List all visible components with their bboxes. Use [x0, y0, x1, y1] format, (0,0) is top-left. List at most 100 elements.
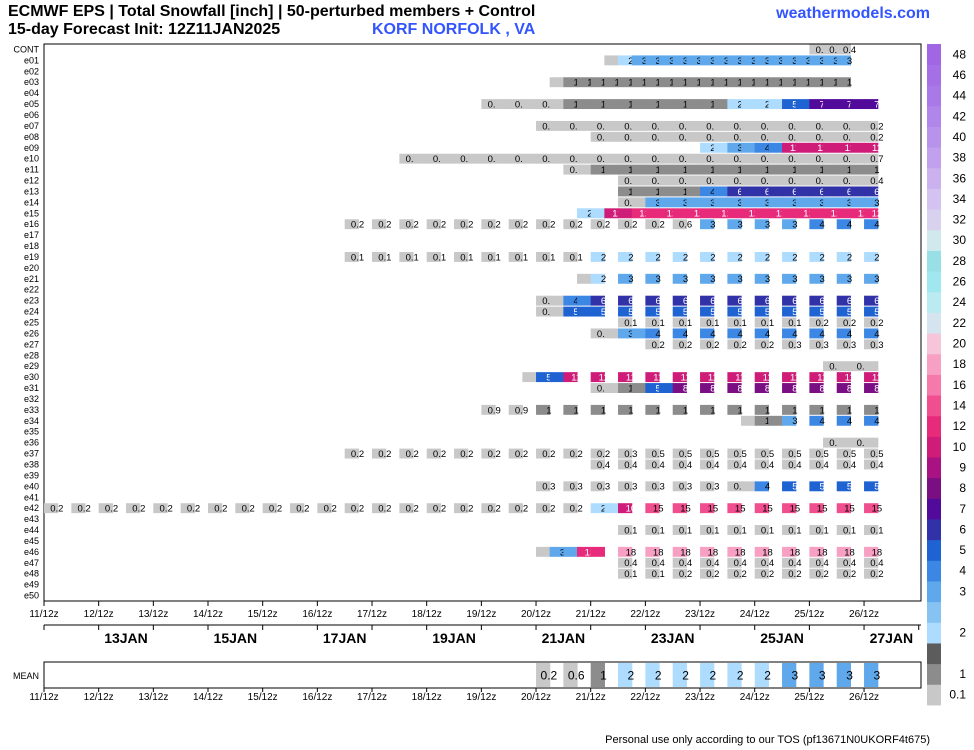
- member-e42-cell: [372, 503, 387, 514]
- date-label: 19JAN: [432, 630, 476, 646]
- member-e05-value-label: 1: [683, 99, 688, 110]
- member-e07-cell: [864, 120, 879, 131]
- member-e31-cell: [645, 383, 660, 393]
- row-label: e11: [25, 165, 39, 175]
- colorbar-label: 0.1: [949, 688, 966, 702]
- member-e24-cell: [577, 306, 592, 317]
- member-e30-cell: [645, 372, 660, 383]
- member-e48-value-label: 0.2: [870, 569, 883, 580]
- colorbar-band: [927, 395, 941, 417]
- member-e19-value-label: 2: [738, 252, 743, 263]
- member-e24-cell: [864, 306, 879, 317]
- time-tick-label: 22/12z: [630, 609, 660, 620]
- colorbar-label: 7: [959, 502, 966, 516]
- row-label: e20: [24, 263, 39, 273]
- member-e05-cell: [631, 99, 646, 110]
- member-e07-cell: [850, 120, 865, 131]
- member-e15-value-label: 12: [776, 209, 787, 220]
- member-e42-cell: [563, 503, 578, 514]
- member-e08-cell: [713, 131, 728, 142]
- member-e21-value-label: 3: [656, 274, 661, 285]
- member-e14-value-label: 3: [765, 198, 770, 209]
- mean-cell: [700, 663, 715, 687]
- member-e36-value-label: 0.1: [829, 438, 842, 449]
- member-e42-cell: [618, 503, 633, 514]
- brand-link[interactable]: weathermodels.com: [776, 5, 930, 22]
- member-e38-value-label: 0.4: [624, 460, 637, 471]
- member-e33-value-label: 1: [792, 405, 797, 416]
- member-e37-cell: [454, 448, 469, 459]
- member-e13-cell: [741, 186, 756, 197]
- mean-time-tick-label: 17/12z: [357, 692, 387, 703]
- mean-time-tick-label: 16/12z: [302, 692, 332, 703]
- member-e42-cell: [262, 503, 277, 514]
- member-e26-cell: [782, 328, 797, 339]
- member-e13-cell: [754, 186, 769, 197]
- member-e30-value-label: 11: [571, 373, 581, 384]
- member-e48-value-label: 0.2: [788, 569, 801, 580]
- member-e38-value-label: 0.4: [652, 460, 665, 471]
- member-e42-value-label: 0.2: [460, 504, 473, 515]
- member-e05-cell: [522, 99, 537, 110]
- member-e08-value-label: 0.2: [761, 132, 774, 143]
- member-e46-cell: [809, 546, 824, 557]
- colorbar-band: [927, 167, 941, 189]
- member-e11-cell: [563, 164, 578, 175]
- member-e14-cell: [631, 197, 646, 208]
- member-e01-value-label: 3: [820, 56, 825, 67]
- member-e05-value-label: 5: [792, 99, 797, 110]
- member-e40-value-label: 0.3: [597, 482, 610, 493]
- member-e19-value-label: 0.1: [351, 252, 364, 263]
- member-e30-value-label: 11: [708, 373, 718, 384]
- member-e21-cell: [754, 273, 769, 284]
- member-e11-cell: [850, 164, 865, 175]
- member-e24-cell: [645, 306, 660, 317]
- member-e11-cell: [618, 164, 633, 175]
- row-label: e39: [24, 470, 39, 480]
- member-e37-value-label: 0.2: [542, 449, 555, 460]
- member-e38-cell: [864, 459, 879, 470]
- member-e44-cell: [727, 525, 742, 535]
- member-e14-cell: [713, 197, 728, 208]
- member-e47-cell: [809, 557, 824, 568]
- member-e42-cell: [536, 503, 551, 514]
- member-e05-cell: [563, 99, 578, 110]
- member-e29-value-label: 0.2: [857, 362, 870, 373]
- member-e46-cell: [700, 546, 715, 557]
- member-e05-value-label: 7: [847, 99, 852, 110]
- member-e33-value-label: 0.9: [515, 405, 528, 416]
- member-e48-cell: [618, 568, 633, 579]
- member-e37-cell: [372, 448, 387, 459]
- member-e31-cell: [727, 383, 742, 393]
- member-e34-cell: [754, 415, 769, 426]
- member-e21-cell: [618, 273, 633, 284]
- time-tick-label: 20/12z: [521, 609, 551, 620]
- colorbar-band: [927, 477, 941, 499]
- member-e42-value-label: 15: [790, 504, 801, 515]
- member-e42-cell: [754, 503, 769, 514]
- member-e13-value-label: 6: [765, 187, 770, 198]
- member-e11-cell: [727, 164, 742, 175]
- member-CONT-cell: [823, 44, 838, 55]
- member-e19-cell: [864, 252, 879, 262]
- member-e37-cell: [645, 448, 660, 459]
- member-e48-cell: [754, 568, 769, 579]
- member-e38-value-label: 0.4: [706, 460, 719, 471]
- member-e24-value-label: 5: [847, 307, 852, 318]
- colorbar-label: 28: [953, 254, 967, 268]
- member-e08-value-label: 0.2: [816, 132, 829, 143]
- member-e23-value-label: 6: [656, 296, 661, 307]
- member-e31-cell: [604, 383, 619, 393]
- member-e24-value-label: 5: [820, 307, 825, 318]
- member-e15-cell: [850, 208, 865, 219]
- member-e19-cell: [809, 252, 824, 262]
- member-e48-cell: [864, 568, 879, 579]
- member-e42-value-label: 0.2: [406, 504, 419, 515]
- member-e12-cell: [645, 175, 660, 186]
- mean-value-label: 1: [600, 668, 607, 682]
- member-e31-value-label: 8: [683, 383, 688, 394]
- member-e19-value-label: 0.1: [460, 252, 473, 263]
- member-e16-value-label: 0.2: [542, 220, 555, 231]
- member-e05-cell: [713, 99, 728, 110]
- member-e11-value-label: 1: [874, 165, 879, 176]
